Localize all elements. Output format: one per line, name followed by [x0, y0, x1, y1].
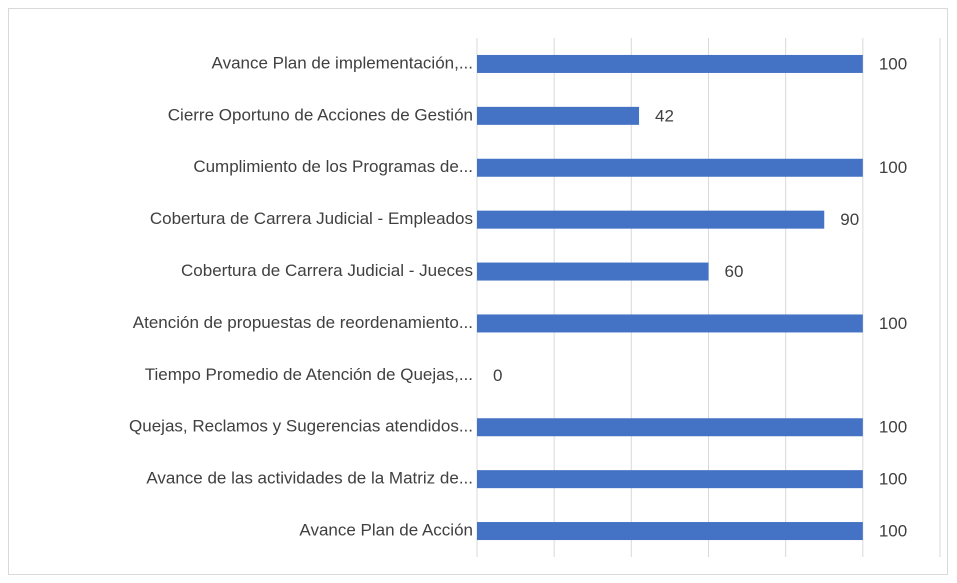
bar	[477, 262, 709, 281]
y-tick-label: Avance de las actividades de la Matriz d…	[146, 469, 473, 488]
bar	[477, 470, 863, 489]
value-label: 100	[879, 54, 907, 73]
value-label: 100	[879, 522, 907, 541]
y-tick-label: Tiempo Promedio de Atención de Quejas,..…	[145, 365, 473, 384]
value-label: 100	[879, 418, 907, 437]
y-tick-label: Quejas, Reclamos y Sugerencias atendidos…	[129, 417, 473, 436]
value-label: 100	[879, 158, 907, 177]
y-tick-label: Cobertura de Carrera Judicial - Empleado…	[150, 209, 473, 228]
chart-frame	[8, 8, 948, 575]
value-label: 100	[879, 470, 907, 489]
y-tick-label: Atención de propuestas de reordenamiento…	[133, 313, 473, 332]
bar	[477, 418, 863, 437]
value-label: 42	[655, 106, 674, 125]
value-label: 90	[840, 210, 859, 229]
bar	[477, 54, 863, 73]
bar	[477, 210, 825, 229]
bar	[477, 158, 863, 177]
y-tick-label: Cumplimiento de los Programas de...	[193, 157, 473, 176]
bar	[477, 106, 640, 125]
y-tick-label: Cierre Oportuno de Acciones de Gestión	[168, 105, 473, 124]
y-tick-label: Avance Plan de implementación,...	[212, 53, 473, 72]
y-tick-label: Avance Plan de Acción	[299, 521, 473, 540]
value-label: 100	[879, 314, 907, 333]
bar	[477, 522, 863, 541]
y-tick-label: Cobertura de Carrera Judicial - Jueces	[181, 261, 473, 280]
value-label: 60	[725, 262, 744, 281]
value-label: 0	[493, 366, 502, 385]
bar	[477, 314, 863, 333]
